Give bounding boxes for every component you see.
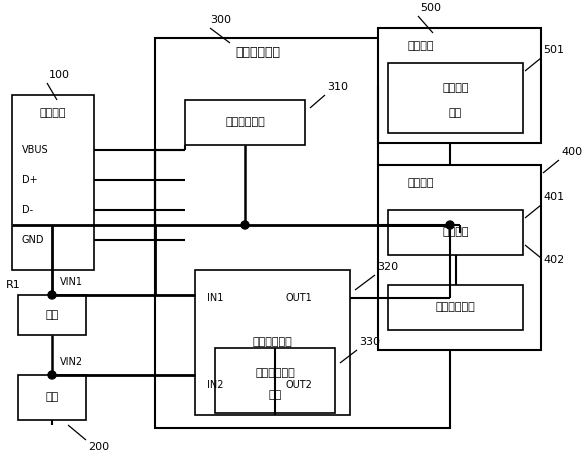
Text: 放电单元: 放电单元 — [442, 227, 469, 238]
Text: OUT1: OUT1 — [285, 293, 312, 303]
Text: OUT2: OUT2 — [285, 380, 312, 390]
Text: 402: 402 — [543, 255, 564, 265]
Text: 330: 330 — [359, 337, 380, 347]
Bar — [388, 210, 523, 255]
Text: 200: 200 — [88, 442, 109, 452]
Bar — [185, 100, 305, 145]
Text: D-: D- — [22, 205, 33, 215]
Text: 310: 310 — [327, 82, 348, 92]
Text: 电池电压获取: 电池电压获取 — [255, 368, 295, 378]
Circle shape — [446, 221, 454, 229]
Text: 500: 500 — [420, 3, 441, 13]
Text: 320: 320 — [377, 262, 398, 272]
Text: 100: 100 — [49, 70, 70, 80]
Text: 401: 401 — [543, 192, 564, 202]
Text: 央处理器: 央处理器 — [408, 178, 434, 188]
Text: 电阻: 电阻 — [46, 310, 58, 320]
Text: IN1: IN1 — [207, 293, 223, 303]
Text: 电压比较单元: 电压比较单元 — [253, 337, 293, 347]
Bar — [12, 95, 94, 270]
Text: VIN2: VIN2 — [60, 357, 83, 367]
Text: 输入检测单元: 输入检测单元 — [225, 118, 265, 127]
Bar — [388, 285, 523, 330]
Text: 400: 400 — [561, 147, 582, 157]
Bar — [388, 63, 523, 133]
Bar — [195, 270, 350, 415]
Text: VIN1: VIN1 — [60, 277, 83, 287]
Bar — [215, 348, 335, 413]
Text: 电池: 电池 — [46, 393, 58, 402]
Bar — [18, 375, 86, 420]
Bar — [378, 28, 541, 143]
Text: 电源管理模块: 电源管理模块 — [235, 46, 280, 60]
Bar — [155, 38, 450, 428]
Text: 501: 501 — [543, 45, 564, 55]
Circle shape — [48, 371, 56, 379]
Text: VBUS: VBUS — [22, 145, 48, 155]
Text: 单元: 单元 — [449, 108, 462, 118]
Text: 放电设置单元: 放电设置单元 — [436, 302, 475, 313]
Text: 系统模块: 系统模块 — [408, 41, 434, 51]
Text: D+: D+ — [22, 175, 37, 185]
Circle shape — [48, 291, 56, 299]
Text: 充电接口: 充电接口 — [40, 108, 66, 118]
Text: 放电电压: 放电电压 — [442, 83, 469, 93]
Bar — [18, 295, 86, 335]
Text: IN2: IN2 — [207, 380, 224, 390]
Text: 单元: 单元 — [269, 390, 281, 400]
Text: R1: R1 — [6, 280, 21, 290]
Text: 300: 300 — [210, 15, 231, 25]
Text: GND: GND — [22, 235, 44, 245]
Bar — [378, 165, 541, 350]
Circle shape — [241, 221, 249, 229]
